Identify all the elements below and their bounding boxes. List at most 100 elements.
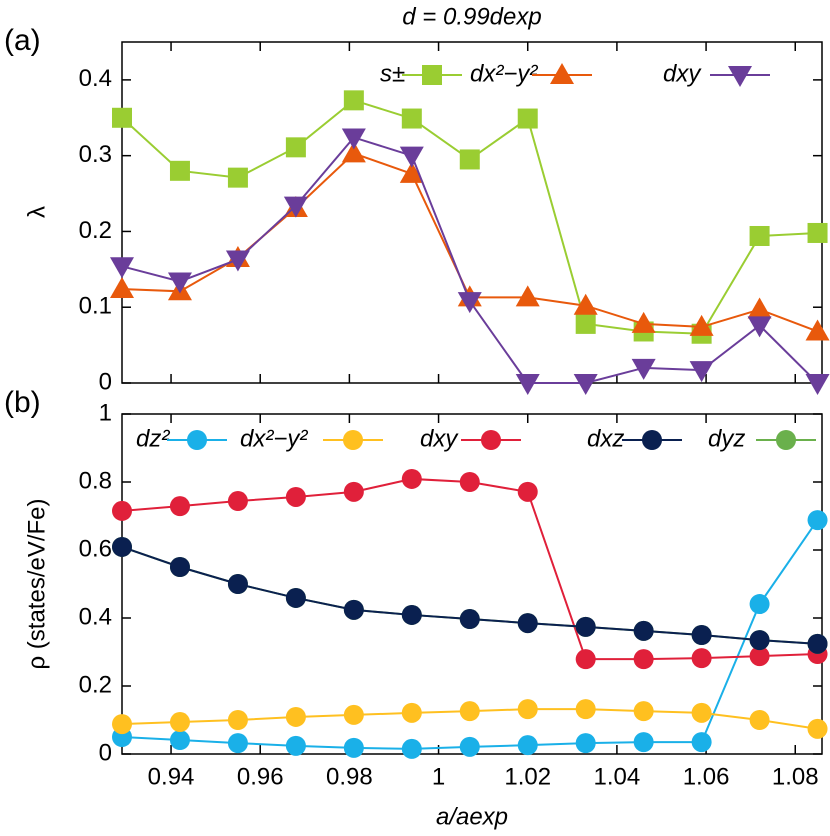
legend-marker [728,66,752,87]
marker [343,704,364,725]
marker [517,613,538,634]
marker [227,733,248,754]
marker [459,149,480,170]
chart-title: d = 0.99dexp [402,3,541,30]
legend-label: dz² [136,425,170,452]
marker [285,137,306,158]
legend-marker [642,430,662,450]
series-line [121,477,818,661]
legend-label: dx²−y² [240,425,308,452]
y-tick-label: 0 [99,739,112,766]
marker [515,285,540,307]
marker [401,738,422,759]
legend-marker [187,430,207,450]
marker [691,625,712,645]
marker [517,735,538,756]
panel-label: (b) [4,386,41,419]
marker [575,616,596,637]
x-tick-label: 1 [432,763,445,790]
marker [112,107,132,128]
legend-label: dxy [420,425,459,452]
legend-marker [776,430,796,450]
y-tick-label: 0.2 [79,671,112,698]
marker [401,604,422,625]
marker [517,108,538,129]
marker [401,702,422,723]
marker [285,486,306,507]
series-line [121,545,818,645]
marker [343,737,364,758]
marker [459,609,480,630]
y-axis-label: ρ (states/eV/Fe) [23,498,50,669]
x-tick-label: 1.06 [683,763,730,790]
marker [112,714,132,735]
marker [283,196,308,218]
marker [575,733,596,754]
marker [807,510,828,531]
y-tick-label: 0.1 [79,293,112,320]
panel-label: (a) [4,24,41,57]
marker [169,730,190,751]
marker [805,319,830,341]
marker [517,699,538,720]
x-axis-label: a/aexp [436,803,508,830]
marker [515,374,540,395]
marker [807,633,828,654]
plot-frame [121,41,823,384]
marker [575,313,596,334]
marker [457,292,482,314]
marker [691,732,712,753]
marker [227,491,248,512]
marker [399,161,424,183]
marker [227,574,248,594]
x-tick-label: 0.98 [326,763,373,790]
y-tick-label: 0.2 [79,217,112,244]
marker [575,649,596,670]
marker [633,701,654,722]
legend-marker [550,63,574,84]
marker [805,374,830,395]
marker [749,225,770,246]
x-tick-label: 1.08 [772,763,819,790]
legend-label: dyz [708,425,745,452]
y-axis-label: λ [23,206,50,218]
legend-label: dxz [587,425,624,452]
marker [343,481,364,502]
y-tick-label: 0.4 [79,65,112,92]
marker [633,620,654,641]
marker [341,128,366,150]
marker [517,481,538,502]
x-tick-label: 0.94 [148,763,195,790]
marker [573,293,598,315]
marker [167,272,192,294]
marker [110,257,134,279]
marker [459,701,480,722]
marker [631,358,656,380]
marker [459,472,480,492]
y-tick-label: 0 [99,368,112,395]
marker [749,594,770,615]
marker [573,374,598,395]
marker [285,587,306,608]
legend-marker [343,430,363,450]
legend-marker [481,430,501,450]
marker [112,500,132,521]
marker [575,699,596,720]
marker [169,557,190,577]
x-tick-label: 1.02 [504,763,551,790]
marker [285,735,306,756]
legend-label: s± [380,60,405,87]
marker [747,316,772,338]
marker [459,736,480,757]
y-tick-label: 0.4 [79,603,112,630]
marker [341,141,366,163]
marker [112,536,132,557]
marker [110,277,134,299]
marker [401,108,422,129]
marker [169,160,190,181]
series-line [121,136,819,384]
marker [749,646,770,667]
x-tick-label: 0.96 [237,763,284,790]
